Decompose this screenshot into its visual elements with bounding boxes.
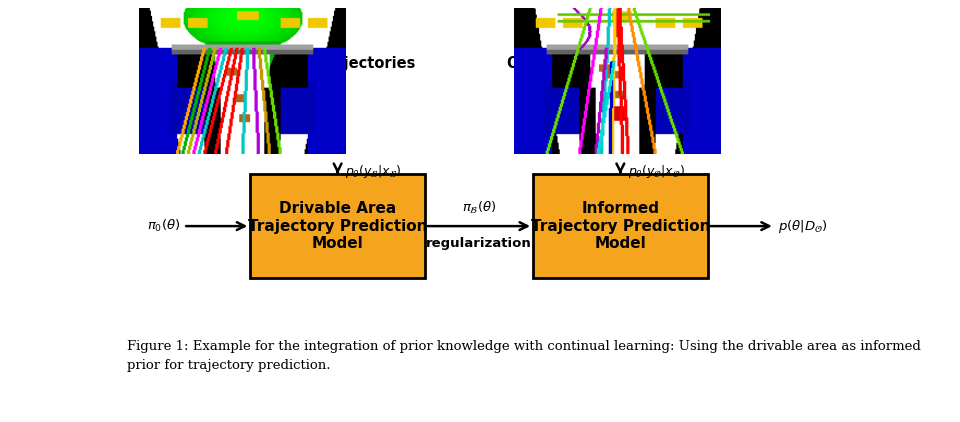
Text: Drivable Area Trajectories: Drivable Area Trajectories	[201, 56, 416, 70]
Text: regularization: regularization	[426, 238, 532, 251]
Text: $p_\theta(y_{\mathcal{B}}|x_{\mathcal{B}})$: $p_\theta(y_{\mathcal{B}}|x_{\mathcal{B}…	[345, 163, 402, 180]
Text: $p_\theta(y_{\mathcal{O}}|x_{\mathcal{O}})$: $p_\theta(y_{\mathcal{O}}|x_{\mathcal{O}…	[628, 163, 684, 180]
Text: $\pi_{\mathcal{B}}(\theta)$: $\pi_{\mathcal{B}}(\theta)$	[462, 200, 496, 216]
FancyBboxPatch shape	[533, 174, 708, 278]
Text: Figure 1: Example for the integration of prior knowledge with continual learning: Figure 1: Example for the integration of…	[128, 340, 922, 372]
FancyBboxPatch shape	[251, 174, 425, 278]
Text: Drivable Area
Trajectory Prediction
Model: Drivable Area Trajectory Prediction Mode…	[248, 201, 427, 251]
Text: $p(\theta|D_{\mathcal{O}})$: $p(\theta|D_{\mathcal{O}})$	[778, 218, 828, 235]
Text: $\pi_0(\theta)$: $\pi_0(\theta)$	[147, 218, 180, 234]
Text: Informed
Trajectory Prediction
Model: Informed Trajectory Prediction Model	[531, 201, 710, 251]
Text: Observed Trajectories: Observed Trajectories	[507, 56, 688, 70]
